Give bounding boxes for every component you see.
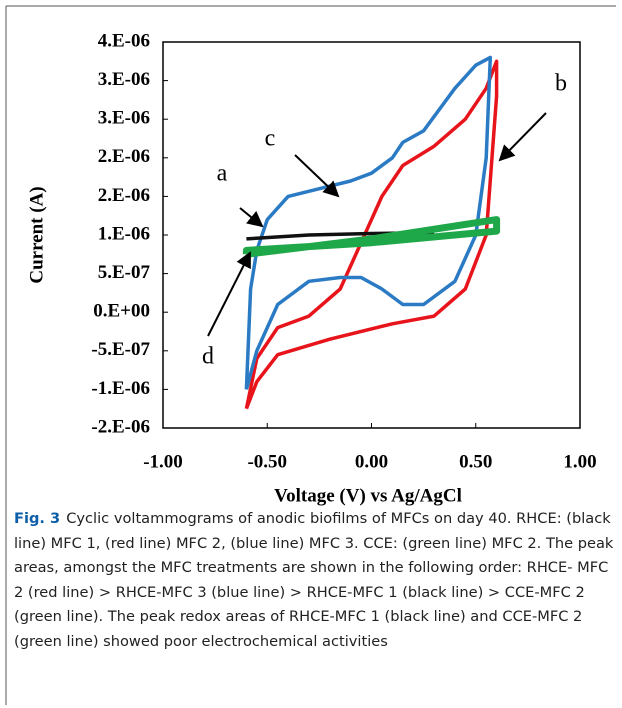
y-tick-label: 5.E-07 — [98, 262, 151, 283]
x-tick-label: 0.00 — [355, 451, 388, 472]
caption-label: Fig. 3 — [14, 510, 61, 527]
x-tick-label: -0.50 — [247, 451, 287, 472]
arrow — [294, 154, 340, 198]
annotation: a — [217, 161, 228, 187]
y-tick-label: -5.E-07 — [91, 339, 150, 360]
y-tick-label: 4.E-06 — [98, 30, 150, 51]
y-tick-label: 2.E-06 — [98, 185, 150, 206]
y-tick-label: 3.E-06 — [98, 108, 150, 129]
y-tick-label: 0.E+00 — [93, 301, 150, 322]
arrow — [498, 112, 547, 162]
caption: Fig. 3 Cyclic voltammograms of anodic bio… — [14, 507, 614, 655]
x-axis-title: Voltage (V) vs Ag/AgCl — [274, 485, 462, 506]
caption-text: Cyclic voltammograms of anodic biofilms … — [14, 510, 614, 650]
y-axis-title: Current (A) — [26, 186, 47, 283]
arrow — [239, 207, 264, 228]
annotation: c — [265, 126, 276, 152]
x-tick-label: 1.00 — [563, 451, 596, 472]
y-tick-label: 1.E-06 — [98, 223, 150, 244]
y-tick-label: 3.E-06 — [98, 69, 150, 90]
y-tick-label: -1.E-06 — [91, 378, 150, 399]
x-tick-label: -1.00 — [143, 451, 183, 472]
curve — [244, 55, 493, 390]
curve — [242, 216, 501, 258]
y-tick-label: 2.E-06 — [98, 146, 150, 167]
x-tick-label: 0.50 — [459, 451, 492, 472]
curve — [244, 59, 499, 410]
y-tick-label: -2.E-06 — [91, 416, 150, 437]
arrow — [207, 251, 251, 337]
plot — [242, 55, 501, 410]
annotation: d — [202, 344, 214, 370]
annotation: b — [555, 71, 567, 97]
